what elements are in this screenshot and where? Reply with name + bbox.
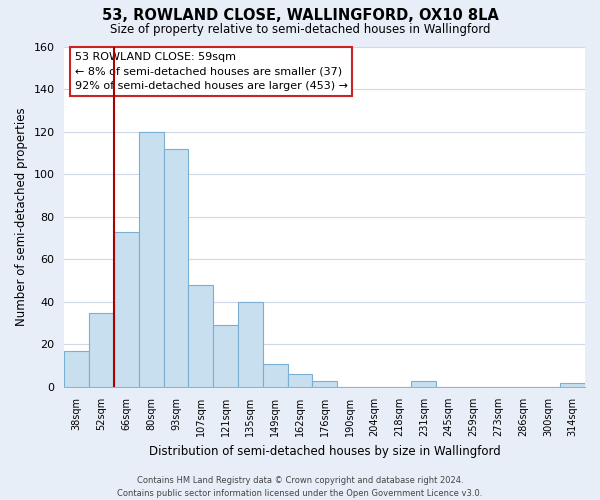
X-axis label: Distribution of semi-detached houses by size in Wallingford: Distribution of semi-detached houses by …	[149, 444, 500, 458]
Bar	[560, 383, 585, 387]
Bar	[89, 312, 114, 387]
Bar	[139, 132, 164, 387]
Bar	[287, 374, 313, 387]
Text: 53 ROWLAND CLOSE: 59sqm
← 8% of semi-detached houses are smaller (37)
92% of sem: 53 ROWLAND CLOSE: 59sqm ← 8% of semi-det…	[75, 52, 348, 91]
Bar	[412, 380, 436, 387]
Text: Contains HM Land Registry data © Crown copyright and database right 2024.
Contai: Contains HM Land Registry data © Crown c…	[118, 476, 482, 498]
Bar	[164, 148, 188, 387]
Y-axis label: Number of semi-detached properties: Number of semi-detached properties	[15, 108, 28, 326]
Bar	[238, 302, 263, 387]
Text: 53, ROWLAND CLOSE, WALLINGFORD, OX10 8LA: 53, ROWLAND CLOSE, WALLINGFORD, OX10 8LA	[101, 8, 499, 22]
Bar	[313, 380, 337, 387]
Bar	[114, 232, 139, 387]
Bar	[188, 285, 213, 387]
Text: Size of property relative to semi-detached houses in Wallingford: Size of property relative to semi-detach…	[110, 22, 490, 36]
Bar	[64, 351, 89, 387]
Bar	[213, 326, 238, 387]
Bar	[263, 364, 287, 387]
